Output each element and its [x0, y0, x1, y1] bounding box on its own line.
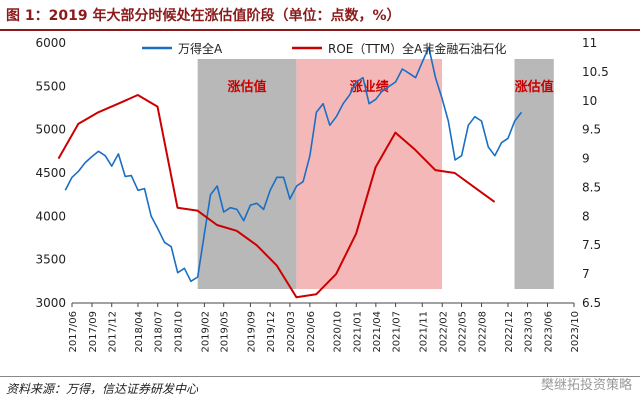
period-band-label-2: 涨估值 [514, 79, 554, 95]
figure-title-bar: 图 1：2019 年大部分时候处在涨估值阶段（单位：点数，%） [0, 0, 640, 31]
x-tick-label-21: 2023/03 [524, 311, 535, 353]
chart: 涨估值 涨业绩 涨估值 2017/06 2017/09 2017/12 2018/04 20… [35, 36, 608, 353]
y-left-tick-5: 5500 [35, 79, 66, 93]
y-left-tick-2: 4000 [35, 209, 66, 223]
period-band-1 [296, 59, 443, 289]
y-right-tick-0: 6.5 [582, 296, 601, 310]
x-tick-label-16: 2021/11 [418, 311, 429, 353]
title-rule [0, 29, 640, 31]
x-tick-label-23: 2023/10 [570, 311, 581, 353]
series-layer [57, 46, 523, 299]
x-tick-label-7: 2019/05 [220, 311, 231, 353]
x-tick-label-14: 2021/04 [372, 311, 383, 353]
y-left-tick-3: 4500 [35, 166, 66, 180]
y-right-tick-2: 7.5 [582, 238, 601, 252]
period-band-2 [514, 59, 554, 289]
x-tick-label-1: 2017/09 [88, 311, 99, 353]
watermark-brand: 樊继拓投资策略 [540, 378, 632, 393]
period-band-label-0: 涨估值 [227, 79, 267, 95]
footer-rule [0, 376, 640, 377]
y-right-tick-7: 10 [582, 94, 597, 108]
y-right-tick-4: 8.5 [582, 180, 601, 194]
y-left-tick-1: 3500 [35, 253, 66, 267]
x-tick-label-15: 2021/07 [392, 311, 403, 353]
x-tick-label-5: 2018/10 [174, 311, 185, 353]
x-tick-label-11: 2020/06 [306, 311, 317, 353]
x-tick-label-0: 2017/06 [68, 311, 79, 353]
y-right-tick-1: 7 [582, 267, 590, 281]
x-tick-label-10: 2020/03 [286, 311, 297, 353]
x-tick-label-6: 2019/02 [200, 311, 211, 353]
figure-title: 图 1：2019 年大部分时候处在涨估值阶段（单位：点数，%） [6, 8, 401, 24]
x-tick-label-8: 2019/09 [246, 311, 257, 353]
x-tick-label-4: 2018/07 [154, 311, 165, 353]
series-line-0 [64, 46, 523, 283]
x-tick-label-13: 2021/01 [352, 311, 363, 353]
legend-label-1: ROE（TTM）全A非金融石油石化 [328, 41, 506, 56]
y-right-tick-6: 9.5 [582, 123, 601, 137]
x-tick-label-17: 2022/02 [438, 311, 449, 353]
x-tick-label-22: 2023/06 [544, 311, 555, 353]
y-left-tick-6: 6000 [35, 36, 66, 50]
y-left-tick-4: 5000 [35, 123, 66, 137]
source-note: 资料来源：万得，信达证券研发中心 [6, 382, 199, 396]
y-right-tick-9: 11 [582, 36, 597, 50]
axes-layer: 2017/06 2017/09 2017/12 2018/04 2018/07 2018/… [35, 36, 608, 353]
bands-layer: 涨估值 涨业绩 涨估值 [197, 59, 554, 289]
y-right-tick-8: 10.5 [582, 65, 609, 79]
x-tick-label-12: 2020/10 [332, 311, 343, 353]
x-tick-label-20: 2022/12 [504, 311, 515, 353]
x-tick-label-18: 2022/05 [458, 311, 469, 353]
x-tick-label-9: 2019/12 [266, 311, 277, 353]
legend: 万得全A ROE（TTM）全A非金融石油石化 [142, 41, 506, 56]
period-band-label-1: 涨业绩 [349, 79, 389, 95]
x-tick-label-3: 2018/04 [134, 311, 145, 353]
y-left-tick-0: 3000 [35, 296, 66, 310]
legend-label-0: 万得全A [178, 41, 223, 56]
period-band-0 [197, 59, 297, 289]
x-tick-label-2: 2017/12 [108, 311, 119, 353]
x-tick-label-19: 2022/08 [478, 311, 489, 353]
series-line-1 [57, 94, 496, 299]
y-right-tick-5: 9 [582, 152, 590, 166]
y-right-tick-3: 8 [582, 209, 590, 223]
